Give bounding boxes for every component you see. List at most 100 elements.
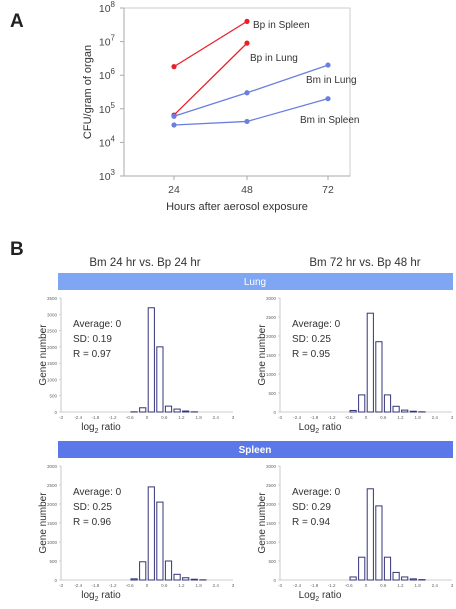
data-point: [244, 90, 250, 96]
histogram-bar: [349, 409, 357, 413]
histogram-bar: [392, 571, 400, 581]
x-tick-label: 0.6: [380, 415, 387, 420]
x-tick-label: -0.6: [126, 415, 134, 420]
histogram: 0 500 1000 1500 2000 2500 3000 3500 -3 -2.4 -1.8 -1…: [38, 296, 235, 435]
histogram-bar: [401, 576, 409, 581]
lung-band-label: Lung: [244, 277, 266, 288]
y-tick-label: 2000: [47, 345, 58, 350]
x-tick-label: 0.6: [380, 583, 387, 588]
y-axis-label: Gene number: [257, 324, 268, 386]
series-label: Bp in Lung: [250, 53, 298, 64]
y-tick-label: 1000: [266, 372, 277, 377]
x-tick-label: 0: [146, 583, 149, 588]
histogram-bar: [401, 409, 409, 413]
x-tick-label: 48: [241, 184, 253, 196]
series-label: Bm in Spleen: [300, 115, 359, 126]
y-tick-label: 1500: [266, 521, 277, 526]
series-line: [173, 42, 248, 116]
histogram-bar: [147, 486, 155, 581]
x-tick-label: 0.6: [161, 583, 168, 588]
x-tick-label: 2.4: [432, 583, 439, 588]
stat-text: SD: 0.25: [292, 334, 331, 345]
histogram-bar: [375, 341, 383, 413]
lung-band: [58, 273, 453, 290]
y-tick-label: 3000: [266, 296, 277, 301]
y-tick-label: 500: [268, 391, 276, 396]
y-tick-label: 1500: [266, 353, 277, 358]
y-tick-label: 1000: [47, 540, 58, 545]
x-tick-label: -2.4: [74, 415, 82, 420]
y-tick-label: 1000: [266, 540, 277, 545]
y-tick-label: 2000: [47, 502, 58, 507]
y-axis-label: Gene number: [38, 492, 49, 554]
x-tick-label: -1.8: [311, 415, 319, 420]
panel-label-b: B: [10, 239, 24, 260]
x-tick-label: 1.2: [397, 583, 404, 588]
y-tick-label: 107: [99, 34, 116, 49]
x-tick-label: -1.2: [328, 583, 336, 588]
stat-text: Average: 0: [292, 487, 341, 498]
x-axis-label: log2 ratio: [81, 590, 121, 603]
x-tick-label: 3: [451, 583, 454, 588]
x-tick-label: -0.6: [345, 415, 353, 420]
x-tick-label: 0.6: [161, 415, 168, 420]
histogram-bar: [139, 407, 147, 413]
y-tick-label: 3000: [47, 312, 58, 317]
histogram-bar: [358, 556, 366, 581]
y-tick-label: 2500: [47, 483, 58, 488]
y-tick-label: 108: [99, 0, 116, 15]
histogram-bar: [366, 488, 374, 581]
x-tick-label: 1.2: [178, 415, 185, 420]
x-tick-label: 0: [146, 415, 149, 420]
data-point: [171, 113, 177, 119]
stat-text: R = 0.96: [73, 517, 112, 528]
x-tick-label: 0: [365, 583, 368, 588]
x-axis-label: Log2 ratio: [299, 422, 342, 435]
x-tick-label: -3: [278, 415, 282, 420]
histogram-bar: [147, 307, 155, 413]
x-tick-label: 72: [322, 184, 334, 196]
spleen-band: [58, 441, 453, 458]
x-tick-label: -2.4: [293, 583, 301, 588]
y-tick-label: 3500: [47, 296, 58, 301]
x-tick-label: -1.2: [328, 415, 336, 420]
y-tick-label: 2000: [266, 502, 277, 507]
y-tick-label: 0: [54, 578, 57, 583]
x-tick-label: 1.2: [178, 583, 185, 588]
series-line: [173, 20, 248, 68]
x-tick-label: 1.8: [414, 583, 421, 588]
x-tick-label: 1.8: [195, 415, 202, 420]
data-point: [244, 118, 250, 125]
stat-text: Average: 0: [73, 487, 122, 498]
histogram-bar: [164, 405, 173, 413]
histogram-bar: [164, 560, 173, 581]
histogram-bar: [409, 578, 417, 581]
y-tick-label: 2500: [47, 329, 58, 334]
data-point: [171, 122, 177, 128]
y-tick-label: 1500: [47, 361, 58, 366]
x-tick-label: 3: [232, 415, 235, 420]
y-tick-label: 106: [99, 67, 116, 82]
stat-text: R = 0.94: [292, 517, 331, 528]
x-tick-label: -0.6: [345, 583, 353, 588]
histogram-bar: [173, 408, 181, 413]
y-tick-label: 2500: [266, 483, 277, 488]
stat-text: SD: 0.19: [73, 334, 112, 345]
x-axis-label: Hours after aerosol exposure: [166, 201, 308, 213]
y-tick-label: 3000: [266, 464, 277, 469]
series-label: Bm in Lung: [306, 75, 357, 86]
histogram: 0 500 1000 1500 2000 2500 3000 -3 -2.4 -1.8 -1.2 -0…: [38, 464, 235, 603]
y-tick-label: 500: [49, 559, 57, 564]
x-tick-label: 2.4: [213, 415, 220, 420]
y-tick-label: 500: [268, 559, 276, 564]
stat-text: Average: 0: [292, 319, 341, 330]
histogram-bar: [182, 410, 190, 413]
data-point: [244, 18, 250, 24]
histogram-bar: [130, 578, 138, 581]
stat-text: SD: 0.29: [292, 502, 331, 513]
y-tick-label: 1000: [47, 377, 58, 382]
x-tick-label: -1.8: [311, 583, 319, 588]
plot-frame: [123, 7, 351, 177]
y-axis-label: Gene number: [38, 324, 49, 386]
panel-label-a: A: [10, 11, 24, 32]
